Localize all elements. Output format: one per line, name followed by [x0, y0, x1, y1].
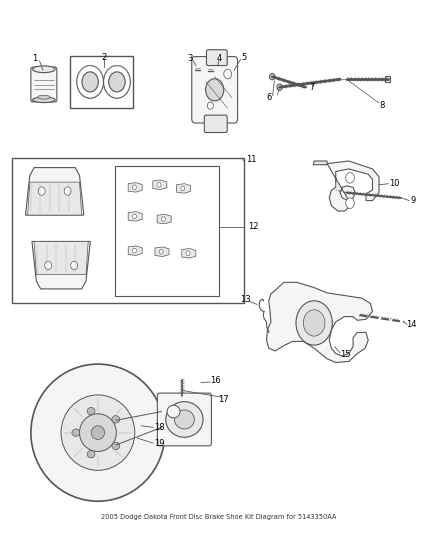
Text: 8: 8	[380, 101, 385, 110]
Text: 7: 7	[309, 83, 314, 92]
Text: 14: 14	[406, 320, 417, 329]
Bar	[12, 158, 244, 303]
Bar	[70, 55, 133, 108]
Polygon shape	[182, 248, 196, 258]
Circle shape	[159, 249, 163, 254]
Circle shape	[157, 182, 161, 187]
Circle shape	[304, 310, 325, 336]
Text: 10: 10	[389, 179, 399, 188]
Ellipse shape	[32, 66, 55, 72]
Polygon shape	[327, 161, 379, 211]
Circle shape	[132, 248, 136, 253]
Text: 17: 17	[218, 395, 229, 404]
Text: 9: 9	[411, 196, 416, 205]
Ellipse shape	[91, 426, 105, 440]
Text: 4: 4	[216, 54, 222, 63]
FancyBboxPatch shape	[192, 56, 237, 123]
Ellipse shape	[87, 407, 95, 415]
Circle shape	[296, 301, 332, 345]
Ellipse shape	[82, 72, 99, 92]
Circle shape	[186, 251, 190, 256]
Text: 19: 19	[154, 439, 165, 448]
Polygon shape	[32, 241, 90, 289]
Polygon shape	[155, 247, 169, 256]
Ellipse shape	[32, 97, 55, 102]
Polygon shape	[313, 161, 327, 165]
Circle shape	[45, 261, 52, 270]
Polygon shape	[34, 241, 88, 274]
Bar	[385, 76, 390, 83]
Circle shape	[346, 198, 354, 208]
Ellipse shape	[205, 79, 224, 101]
Text: 11: 11	[246, 155, 257, 164]
Text: 2: 2	[101, 53, 106, 62]
Ellipse shape	[167, 405, 180, 418]
Ellipse shape	[174, 410, 194, 429]
Ellipse shape	[87, 450, 95, 458]
Ellipse shape	[103, 66, 131, 98]
Ellipse shape	[270, 74, 275, 80]
Ellipse shape	[112, 442, 120, 450]
Text: 12: 12	[248, 222, 259, 231]
Polygon shape	[153, 180, 167, 190]
Polygon shape	[25, 167, 84, 215]
Ellipse shape	[79, 414, 117, 451]
Ellipse shape	[61, 395, 135, 470]
Circle shape	[224, 69, 232, 79]
Ellipse shape	[72, 429, 80, 437]
FancyBboxPatch shape	[157, 393, 212, 446]
Text: 16: 16	[210, 376, 221, 385]
Polygon shape	[128, 183, 142, 192]
Text: 15: 15	[340, 350, 350, 359]
Circle shape	[346, 173, 354, 183]
Polygon shape	[177, 184, 191, 193]
Circle shape	[64, 187, 71, 195]
Circle shape	[132, 185, 136, 190]
Text: 5: 5	[241, 53, 247, 62]
Text: 13: 13	[240, 295, 250, 304]
Text: 6: 6	[266, 93, 272, 102]
Ellipse shape	[112, 416, 120, 423]
Ellipse shape	[31, 364, 165, 501]
Circle shape	[181, 186, 185, 191]
FancyBboxPatch shape	[31, 67, 57, 102]
Text: 3: 3	[187, 54, 192, 63]
Polygon shape	[157, 214, 171, 224]
Circle shape	[162, 216, 165, 221]
Ellipse shape	[166, 402, 203, 437]
Polygon shape	[28, 182, 82, 215]
FancyBboxPatch shape	[206, 50, 227, 66]
Text: 1: 1	[32, 54, 37, 63]
FancyBboxPatch shape	[204, 115, 227, 133]
Circle shape	[132, 214, 136, 219]
Ellipse shape	[38, 95, 50, 99]
Circle shape	[207, 102, 213, 109]
Ellipse shape	[109, 72, 125, 92]
Ellipse shape	[77, 66, 103, 98]
Polygon shape	[128, 246, 142, 255]
Bar	[115, 166, 219, 295]
Polygon shape	[128, 212, 142, 221]
Circle shape	[38, 187, 45, 195]
Text: 18: 18	[154, 423, 165, 432]
Text: 2005 Dodge Dakota Front Disc Brake Shoe Kit Diagram for 5143350AA: 2005 Dodge Dakota Front Disc Brake Shoe …	[101, 514, 337, 520]
Circle shape	[71, 261, 78, 270]
Polygon shape	[267, 282, 372, 362]
Ellipse shape	[277, 84, 282, 90]
